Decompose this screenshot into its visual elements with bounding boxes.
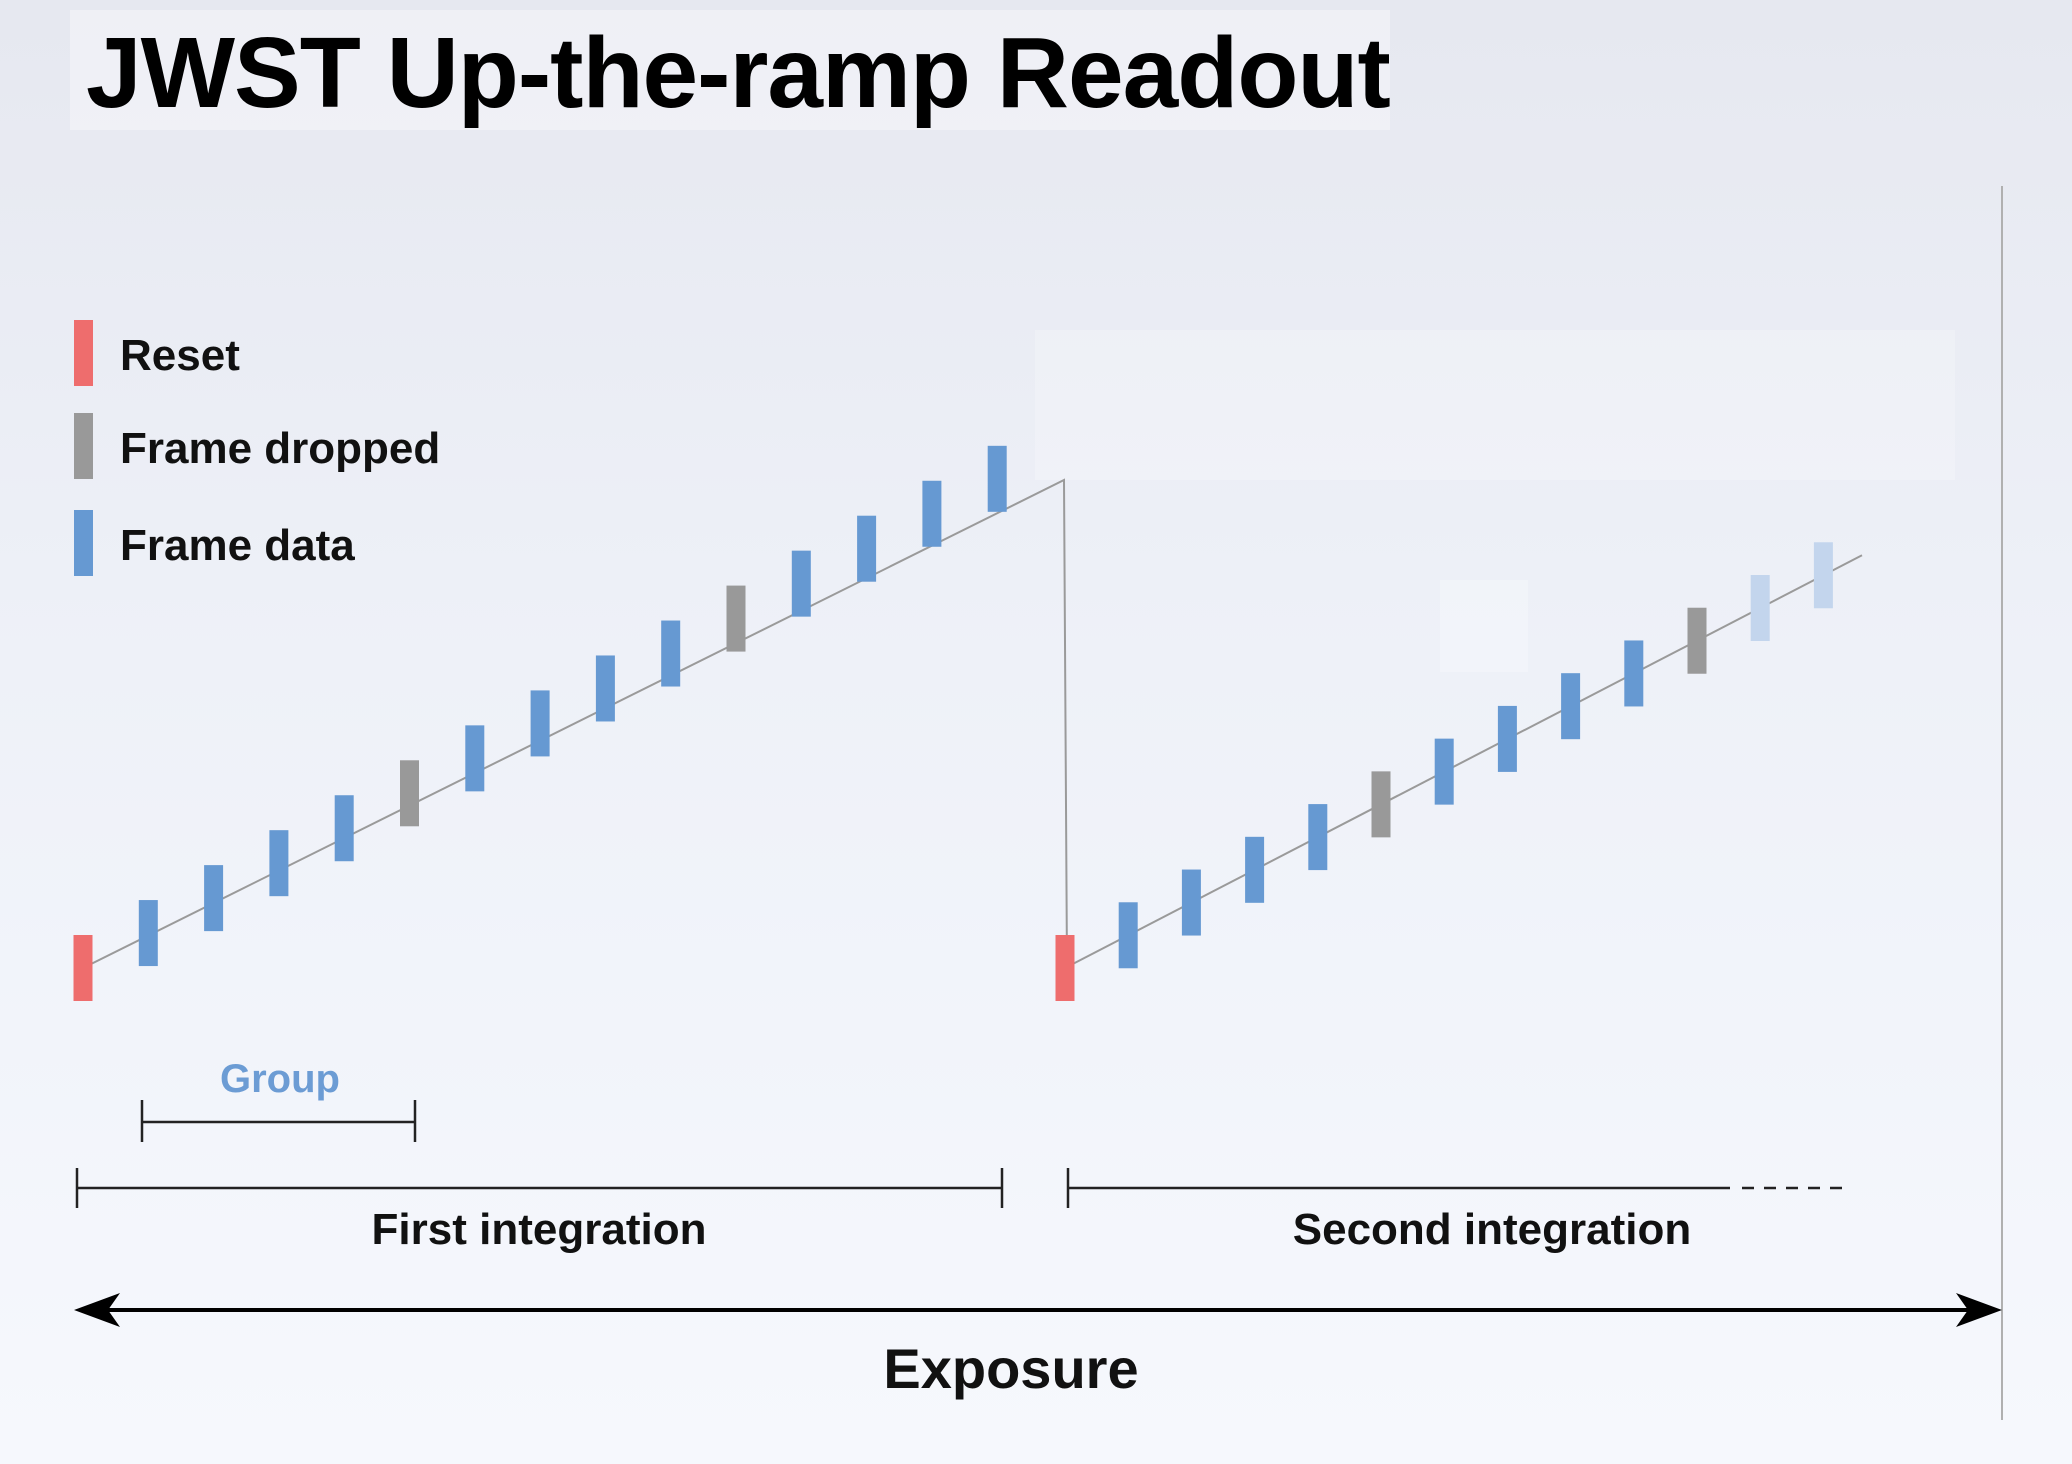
- frame-bar-1-frame: [987, 445, 1007, 512]
- frame-bar-2-dropped: [1687, 607, 1707, 674]
- legend-swatch-dropped: [74, 413, 93, 479]
- frame-bar-1-frame: [661, 620, 681, 687]
- frame-bar-2-reset: [1055, 935, 1075, 1001]
- frame-bar-2-dropped: [1371, 771, 1391, 838]
- frame-bar-2-frame: [1181, 869, 1201, 936]
- frame-bar-1-frame: [791, 550, 811, 617]
- frame-bar-1-frame: [857, 515, 877, 582]
- first-integration-label: First integration: [372, 1205, 707, 1254]
- frame-bar-2-faded: [1750, 575, 1770, 642]
- frame-bar-1-dropped: [726, 585, 746, 652]
- legend-label-reset: Reset: [120, 331, 240, 380]
- legend-label-frame: Frame data: [120, 521, 355, 570]
- frame-bar-2-frame: [1497, 705, 1517, 772]
- frame-bar-2-frame: [1434, 738, 1454, 805]
- frame-bar-2-frame: [1624, 640, 1644, 707]
- frame-bar-2-frame: [1118, 902, 1138, 969]
- frame-bar-1-frame: [595, 655, 615, 722]
- exposure-arrow-right-head: [1956, 1293, 2002, 1327]
- frame-bar-1-frame: [922, 480, 942, 547]
- group-label: Group: [220, 1057, 340, 1101]
- frame-bar-1-frame: [530, 690, 550, 757]
- page-title: JWST Up-the-ramp Readout: [86, 17, 1391, 129]
- frame-bar-1-reset: [73, 935, 93, 1001]
- title-band: [70, 10, 1390, 130]
- exposure-label: Exposure: [883, 1337, 1138, 1400]
- faint-panel: [1035, 330, 1955, 480]
- exposure-arrow-left-head: [74, 1293, 120, 1327]
- frame-bar-1-dropped: [400, 760, 419, 827]
- frame-bar-2-frame: [1308, 804, 1328, 871]
- faint-box: [1440, 580, 1528, 672]
- legend-swatch-reset: [74, 320, 93, 386]
- second-integration-label: Second integration: [1293, 1205, 1691, 1254]
- frame-bar-1-frame: [334, 795, 354, 862]
- frame-bar-2-faded: [1813, 542, 1833, 609]
- frame-bar-1-frame: [138, 900, 158, 967]
- frame-bar-1-frame: [269, 830, 289, 897]
- frame-bar-2-frame: [1561, 673, 1581, 740]
- legend-swatch-frame: [74, 510, 93, 576]
- legend-label-dropped: Frame dropped: [120, 424, 440, 473]
- frame-bar-1-frame: [204, 865, 224, 932]
- frame-bar-1-frame: [465, 725, 485, 792]
- frame-bar-2-frame: [1245, 836, 1265, 903]
